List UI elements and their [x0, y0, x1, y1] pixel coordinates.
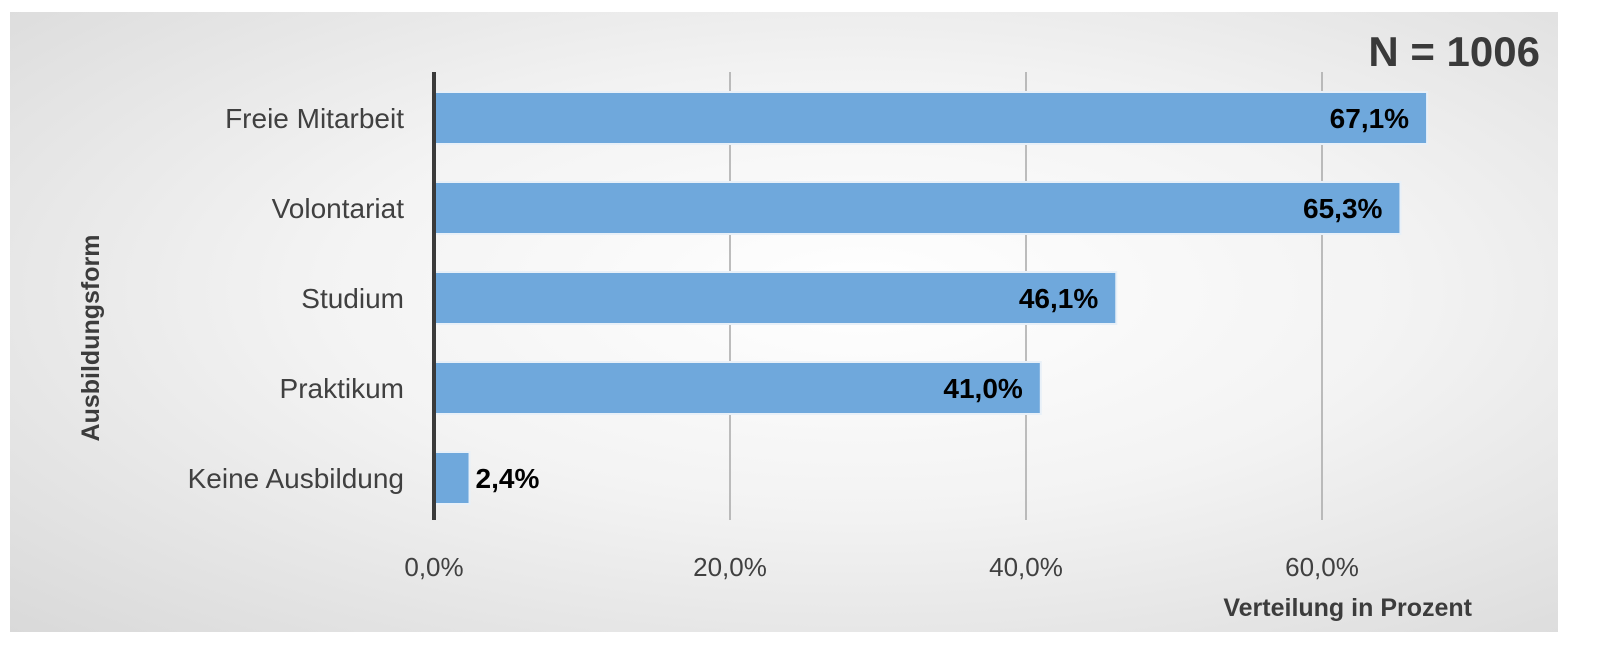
data-labels: 67,1% 65,3% 46,1% 41,0% 2,4% — [476, 103, 1410, 494]
x-tick-label: 60,0% — [1285, 552, 1359, 582]
data-label: 46,1% — [1019, 283, 1098, 314]
category-label: Studium — [301, 283, 404, 314]
bars — [433, 91, 1429, 505]
x-tick-label: 0,0% — [404, 552, 463, 582]
category-label: Freie Mitarbeit — [225, 103, 404, 134]
x-axis-title: Verteilung in Prozent — [1223, 594, 1472, 622]
bar — [433, 181, 1402, 235]
data-label: 2,4% — [476, 463, 540, 494]
sample-size-label: N = 1006 — [1368, 28, 1540, 75]
bar — [433, 451, 471, 505]
data-label: 41,0% — [943, 373, 1022, 404]
x-tick-label: 20,0% — [693, 552, 767, 582]
bar — [433, 271, 1118, 325]
category-label: Keine Ausbildung — [188, 463, 404, 494]
data-label: 65,3% — [1303, 193, 1382, 224]
y-axis-title: Ausbildungsform — [77, 235, 105, 442]
x-tick-labels: 0,0% 20,0% 40,0% 60,0% — [404, 552, 1359, 582]
x-tick-label: 40,0% — [989, 552, 1063, 582]
bar — [433, 91, 1429, 145]
category-label: Praktikum — [280, 373, 404, 404]
category-label: Volontariat — [272, 193, 405, 224]
category-labels: Freie Mitarbeit Volontariat Studium Praktik… — [188, 103, 405, 494]
bar — [433, 361, 1042, 415]
data-label: 67,1% — [1330, 103, 1409, 134]
